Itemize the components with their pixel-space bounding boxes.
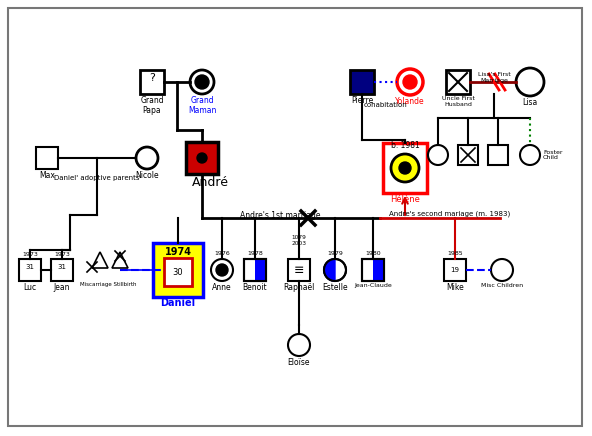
Text: Hélène: Hélène (390, 195, 420, 204)
Text: Eloïse: Eloïse (288, 358, 310, 367)
Circle shape (216, 264, 228, 276)
FancyBboxPatch shape (350, 70, 374, 94)
Circle shape (403, 75, 417, 89)
FancyBboxPatch shape (186, 142, 218, 174)
Text: Raphaël: Raphaël (284, 283, 315, 292)
Circle shape (520, 145, 540, 165)
Circle shape (491, 259, 513, 281)
FancyBboxPatch shape (51, 259, 73, 281)
Text: Luc: Luc (24, 283, 37, 292)
Text: 31: 31 (57, 264, 66, 270)
Text: Daniel: Daniel (160, 298, 195, 308)
Circle shape (391, 154, 419, 182)
Circle shape (288, 334, 310, 356)
Circle shape (516, 68, 544, 96)
Circle shape (195, 75, 209, 89)
Text: 30: 30 (173, 268, 184, 276)
Text: 1985: 1985 (447, 251, 463, 256)
Text: 31: 31 (25, 264, 34, 270)
Polygon shape (92, 252, 108, 268)
FancyBboxPatch shape (153, 243, 203, 297)
Circle shape (397, 69, 423, 95)
FancyBboxPatch shape (19, 259, 41, 281)
Text: Jean-Claude: Jean-Claude (354, 283, 392, 288)
Polygon shape (324, 259, 335, 281)
Circle shape (211, 259, 233, 281)
Circle shape (399, 162, 411, 174)
FancyBboxPatch shape (458, 145, 478, 165)
Text: Max: Max (39, 171, 55, 180)
Text: Misc Children: Misc Children (481, 283, 523, 288)
FancyBboxPatch shape (244, 259, 266, 281)
Text: 1978: 1978 (247, 251, 263, 256)
Text: 1974: 1974 (165, 247, 191, 257)
FancyBboxPatch shape (36, 147, 58, 169)
Text: Estelle: Estelle (322, 283, 348, 292)
Text: Pierre: Pierre (351, 96, 373, 105)
Circle shape (197, 153, 207, 163)
Text: Jean: Jean (54, 283, 70, 292)
Text: Andre's 1st marriage: Andre's 1st marriage (240, 211, 320, 220)
Text: Lisa: Lisa (522, 98, 538, 107)
Text: Miscarriage Stillbirth: Miscarriage Stillbirth (80, 282, 136, 287)
Text: Mike: Mike (446, 283, 464, 292)
Circle shape (324, 259, 346, 281)
Text: ≡: ≡ (294, 263, 304, 276)
FancyBboxPatch shape (446, 70, 470, 94)
Text: 1980: 1980 (365, 251, 381, 256)
Text: cohabitation: cohabitation (364, 102, 408, 108)
Text: Grand
Maman: Grand Maman (188, 96, 216, 116)
Text: Andre's second mariage (m. 1983): Andre's second mariage (m. 1983) (390, 210, 511, 217)
FancyBboxPatch shape (140, 70, 164, 94)
FancyBboxPatch shape (288, 259, 310, 281)
Text: 19: 19 (451, 267, 459, 273)
FancyBboxPatch shape (383, 143, 427, 193)
Text: Lisa's First
Marriage: Lisa's First Marriage (478, 72, 510, 83)
Text: Grand
Papa: Grand Papa (140, 96, 164, 116)
Text: 1973: 1973 (54, 252, 70, 257)
FancyBboxPatch shape (164, 258, 192, 286)
FancyBboxPatch shape (8, 8, 582, 426)
Text: Nicole: Nicole (135, 171, 159, 180)
Text: Uncle First
Husband: Uncle First Husband (442, 96, 474, 107)
FancyBboxPatch shape (255, 259, 266, 281)
Text: Daniel' adoptive parents: Daniel' adoptive parents (54, 175, 140, 181)
Text: Benoit: Benoit (243, 283, 268, 292)
Text: André: André (191, 176, 229, 189)
Text: Foster
Child: Foster Child (543, 150, 562, 160)
FancyBboxPatch shape (444, 259, 466, 281)
FancyBboxPatch shape (373, 259, 384, 281)
Text: 1973: 1973 (22, 252, 38, 257)
FancyBboxPatch shape (362, 259, 384, 281)
Text: Yolande: Yolande (395, 97, 425, 106)
Text: ?: ? (149, 73, 155, 83)
Circle shape (428, 145, 448, 165)
Text: Anne: Anne (212, 283, 232, 292)
Circle shape (190, 70, 214, 94)
Text: b. 1981: b. 1981 (391, 141, 419, 150)
Circle shape (136, 147, 158, 169)
Text: 1976: 1976 (214, 251, 230, 256)
FancyBboxPatch shape (488, 145, 508, 165)
Text: 1079
2003: 1079 2003 (291, 235, 307, 246)
Polygon shape (112, 252, 128, 268)
Text: 1979: 1979 (327, 251, 343, 256)
